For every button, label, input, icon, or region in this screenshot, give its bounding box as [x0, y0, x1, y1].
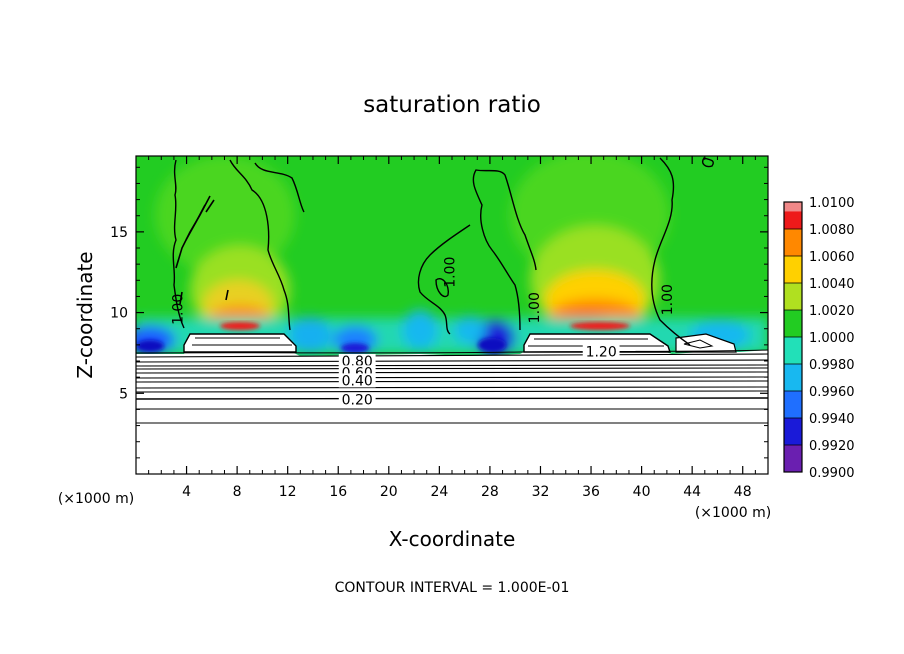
x-tick-label: 32 [532, 484, 550, 500]
colorbar: 0.9900 0.9920 0.9940 0.9960 0.9980 1.0000 1.00… [783, 196, 855, 481]
contour-label-bg [338, 392, 376, 407]
y-tick-label: 10 [110, 306, 128, 322]
colorbar-segment [784, 256, 802, 283]
contour-label: 1.00 [660, 284, 676, 315]
colorbar-label: 1.0020 [809, 304, 855, 319]
contour-label-bg [582, 344, 620, 359]
colorbar-segment [784, 283, 802, 310]
contour-label-bg [338, 373, 376, 388]
x-tick-label: 8 [233, 484, 242, 500]
stable-contours [136, 353, 768, 424]
boundary-line [136, 349, 768, 354]
contour-label: 0.20 [342, 393, 373, 409]
x-unit-label-right: (×1000 m) [695, 505, 771, 521]
colorbar-segment [784, 229, 802, 256]
x-axis-title: X-coordinate [389, 527, 516, 551]
contour-label: 1.00 [171, 294, 187, 325]
x-tick-label: 24 [430, 484, 448, 500]
dark-streaks [175, 195, 229, 305]
plot-area [136, 156, 768, 474]
x-tick-label: 44 [683, 484, 701, 500]
y-tick-label: 15 [110, 225, 128, 241]
chart-title: saturation ratio [363, 92, 541, 118]
x-tick-label: 36 [582, 484, 600, 500]
contour-label-bg [338, 354, 376, 369]
contour-labels: 0.800.600.400.201.201.001.001.00 1.00 [171, 257, 676, 409]
colorbar-label: 0.9980 [809, 358, 855, 373]
y-axis: 5 10 15 [110, 166, 768, 459]
y-tick-label: 5 [119, 386, 128, 402]
x-tick-label: 16 [329, 484, 347, 500]
x-tick-label: 48 [734, 484, 752, 500]
x-tick-label: 28 [481, 484, 499, 500]
unity-contours [172, 157, 714, 346]
colorbar-label: 0.9900 [809, 466, 855, 481]
colorbar-label: 0.9920 [809, 439, 855, 454]
colorbar-segment [784, 445, 802, 472]
colorbar-segment [784, 337, 802, 364]
contour-interval-note: CONTOUR INTERVAL = 1.000E-01 [335, 580, 570, 596]
contour-label: 1.00 [527, 292, 543, 323]
x-axis: 4 8 12 16 20 24 28 32 36 40 44 48 [148, 156, 756, 500]
field-fine-structure [136, 322, 630, 353]
contour-label: 1.20 [586, 344, 617, 360]
colorbar-label: 1.0060 [809, 250, 855, 265]
colorbar-label: 0.9940 [809, 412, 855, 427]
x-tick-label: 4 [182, 484, 191, 500]
colorbar-label: 1.0000 [809, 331, 855, 346]
x-tick-label: 12 [279, 484, 297, 500]
colorbar-segment [784, 391, 802, 418]
x-tick-label: 40 [633, 484, 651, 500]
stable-region [136, 348, 768, 474]
contour-label: 1.00 [442, 257, 458, 288]
colorbar-label: 0.9960 [809, 385, 855, 400]
colorbar-cap [784, 202, 802, 212]
x-unit-label-left: (×1000 m) [58, 491, 134, 507]
colorbar-segment [784, 364, 802, 391]
cloud-cap-left [183, 333, 297, 353]
colorbar-label: 1.0100 [809, 196, 855, 211]
colorbar-label: 1.0040 [809, 277, 855, 292]
colorbar-label: 1.0080 [809, 223, 855, 238]
colorbar-segment [784, 418, 802, 445]
y-axis-title: Z-coordinate [73, 251, 97, 378]
x-tick-label: 20 [380, 484, 398, 500]
colorbar-segment [784, 310, 802, 337]
contour-label: 0.40 [342, 373, 373, 389]
